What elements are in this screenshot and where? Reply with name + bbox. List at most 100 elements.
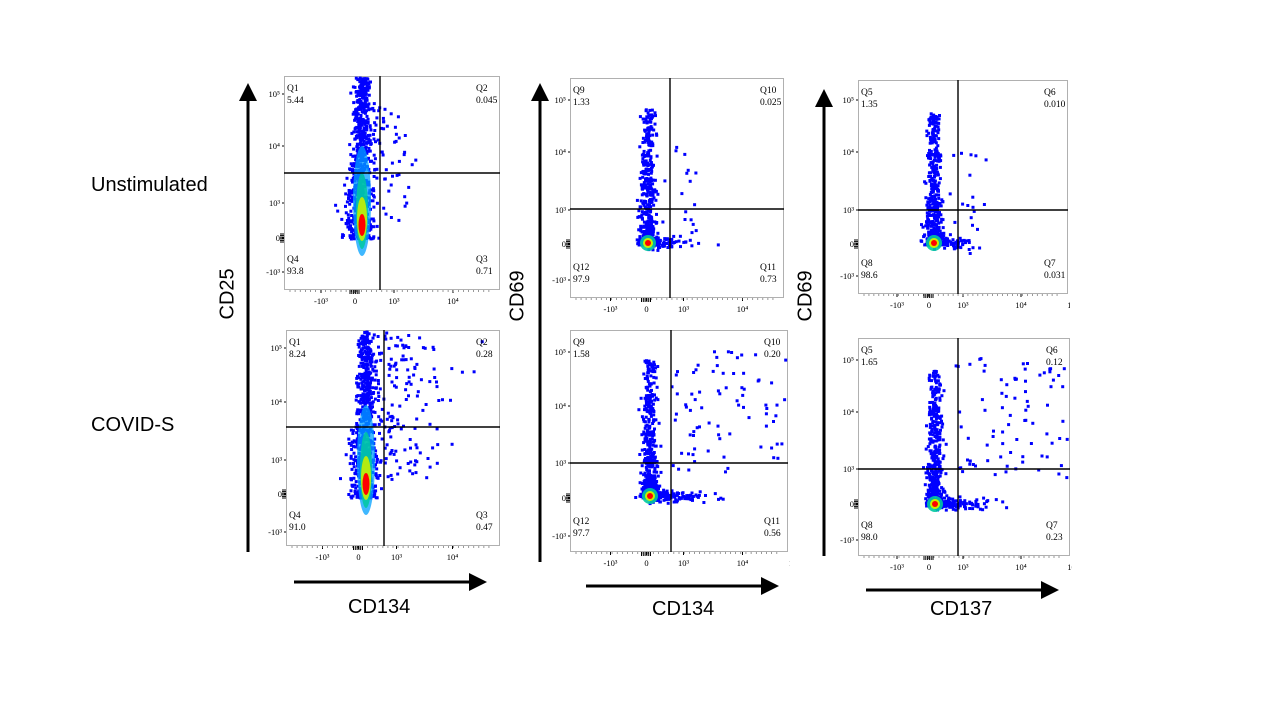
x-tick-label: 10⁵ bbox=[1067, 562, 1072, 572]
quadrant-percent: 98.6 bbox=[861, 271, 878, 281]
y-tick-label: -10³ bbox=[840, 535, 854, 545]
y-tick-label: -10³ bbox=[268, 527, 282, 537]
y-tick-label: -10³ bbox=[552, 275, 566, 285]
quadrant-name: Q9 bbox=[573, 86, 585, 96]
y-tick-label: 10⁵ bbox=[269, 89, 281, 99]
x-tick-label: 10³ bbox=[957, 562, 969, 572]
quadrant-percent: 0.56 bbox=[764, 529, 781, 539]
quadrant-name: Q5 bbox=[861, 88, 873, 98]
plot-frame bbox=[570, 330, 788, 552]
x-tick-label: 10⁴ bbox=[737, 304, 749, 314]
y-tick-label: 10³ bbox=[843, 464, 855, 474]
x-tick-label: 10⁴ bbox=[1015, 562, 1027, 572]
quadrant-percent: 1.33 bbox=[573, 98, 590, 108]
plot-frame bbox=[570, 78, 784, 298]
quadrant-name: Q9 bbox=[573, 338, 585, 348]
quadrant-percent: 0.71 bbox=[476, 267, 493, 277]
x-tick-label: 10³ bbox=[678, 304, 690, 314]
quadrant-name: Q1 bbox=[287, 84, 299, 94]
density-core bbox=[640, 235, 656, 251]
y-tick-label: -10³ bbox=[552, 531, 566, 541]
x-tick-label: 10³ bbox=[957, 300, 969, 310]
quadrant-percent: 0.23 bbox=[1046, 533, 1063, 543]
flow-plot-cd25-cd134-covid: Q1 8.24 Q2 0.28 Q3 0.47 Q4 91.0 -10³ 0 10³ 10⁴ 10⁵ -1… bbox=[268, 330, 500, 562]
flow-plot-cd69-cd134-unstimulated: Q9 1.33 Q10 0.025 Q11 0.73 Q12 97.9 -10³ 0 10³ 10⁴ 1… bbox=[552, 78, 784, 314]
quadrant-percent: 0.47 bbox=[476, 523, 493, 533]
y-tick-label: 0 bbox=[850, 499, 854, 509]
quadrant-name: Q1 bbox=[289, 338, 301, 348]
quadrant-percent: 5.44 bbox=[287, 96, 304, 106]
x-tick-label: -10³ bbox=[890, 300, 904, 310]
x-tick-label: 0 bbox=[644, 304, 648, 314]
y-tick-label: 10³ bbox=[271, 455, 283, 465]
x-tick-label: 0 bbox=[353, 296, 357, 306]
col2-x-title: CD134 bbox=[652, 598, 715, 620]
x-tick-label: 10⁴ bbox=[737, 558, 749, 568]
quadrant-name: Q2 bbox=[476, 84, 488, 94]
quadrant-percent: 0.20 bbox=[764, 350, 781, 360]
x-tick-label: 0 bbox=[927, 300, 931, 310]
plot-frame bbox=[858, 338, 1070, 556]
flow-plot-cd69-cd134-covid: Q9 1.58 Q10 0.20 Q11 0.56 Q12 97.7 -10³ 0 10³ 10⁴ 10… bbox=[552, 330, 790, 568]
y-tick-label: 0 bbox=[276, 233, 280, 243]
quadrant-percent: 91.0 bbox=[289, 523, 306, 533]
x-tick-label: 10⁵ bbox=[499, 296, 500, 306]
y-tick-label: 10⁴ bbox=[271, 397, 283, 407]
quadrant-percent: 1.65 bbox=[861, 358, 878, 368]
quadrant-percent: 0.010 bbox=[1044, 100, 1066, 110]
x-tick-label: 10⁵ bbox=[789, 558, 790, 568]
y-tick-label: -10³ bbox=[840, 271, 854, 281]
quadrant-percent: 0.28 bbox=[476, 350, 493, 360]
row-label-unstimulated: Unstimulated bbox=[91, 174, 208, 196]
quadrant-percent: 1.58 bbox=[573, 350, 590, 360]
quadrant-name: Q3 bbox=[476, 511, 488, 521]
y-tick-label: 10³ bbox=[555, 205, 567, 215]
density-core bbox=[927, 496, 943, 512]
y-tick-label: 10⁴ bbox=[843, 147, 855, 157]
x-tick-label: 10⁵ bbox=[1067, 300, 1070, 310]
quadrant-name: Q11 bbox=[764, 517, 780, 527]
quadrant-name: Q8 bbox=[861, 521, 873, 531]
x-tick-label: -10³ bbox=[890, 562, 904, 572]
plot-frame bbox=[284, 76, 500, 290]
y-tick-label: 10⁴ bbox=[269, 141, 281, 151]
quadrant-percent: 0.73 bbox=[760, 275, 777, 285]
quadrant-percent: 8.24 bbox=[289, 350, 306, 360]
quadrant-name: Q10 bbox=[760, 86, 777, 96]
col2-y-title: CD69 bbox=[506, 270, 529, 322]
quadrant-percent: 0.031 bbox=[1044, 271, 1066, 281]
quadrant-percent: 1.35 bbox=[861, 100, 878, 110]
y-tick-label: 0 bbox=[562, 239, 566, 249]
col3-y-title: CD69 bbox=[794, 270, 817, 322]
x-tick-label: -10³ bbox=[314, 296, 328, 306]
col3-x-title: CD137 bbox=[930, 598, 993, 620]
quadrant-name: Q4 bbox=[287, 255, 299, 265]
plot-frame bbox=[858, 80, 1068, 294]
y-tick-label: 10⁵ bbox=[843, 355, 855, 365]
y-tick-label: 10⁵ bbox=[555, 347, 567, 357]
quadrant-percent: 97.7 bbox=[573, 529, 590, 539]
y-tick-label: 0 bbox=[562, 493, 566, 503]
quadrant-percent: 0.12 bbox=[1046, 358, 1063, 368]
y-tick-label: 10³ bbox=[843, 205, 855, 215]
quadrant-name: Q4 bbox=[289, 511, 301, 521]
y-tick-label: 10⁵ bbox=[555, 95, 567, 105]
quadrant-name: Q2 bbox=[476, 338, 488, 348]
x-tick-label: -10³ bbox=[604, 558, 618, 568]
y-tick-label: 0 bbox=[278, 489, 282, 499]
x-tick-label: 10⁴ bbox=[1015, 300, 1027, 310]
quadrant-name: Q10 bbox=[764, 338, 781, 348]
density-core bbox=[642, 488, 658, 504]
quadrant-name: Q3 bbox=[476, 255, 488, 265]
flow-plot-cd25-cd134-unstimulated: Q1 5.44 Q2 0.045 Q3 0.71 Q4 93.8 -10³ 0 10³ 10⁴ 10⁵ -… bbox=[266, 76, 500, 306]
x-tick-label: 10³ bbox=[388, 296, 400, 306]
quadrant-name: Q8 bbox=[861, 259, 873, 269]
density-core bbox=[357, 405, 375, 515]
flow-plot-cd69-cd137-covid: Q5 1.65 Q6 0.12 Q7 0.23 Q8 98.0 -10³ 0 10³ 10⁴ 10⁵ -1… bbox=[840, 338, 1072, 572]
plot-frame bbox=[286, 330, 500, 546]
quadrant-percent: 97.9 bbox=[573, 275, 590, 285]
col1-x-title: CD134 bbox=[348, 596, 411, 618]
quadrant-name: Q7 bbox=[1046, 521, 1058, 531]
x-tick-label: 10⁴ bbox=[447, 552, 459, 562]
x-tick-label: 0 bbox=[356, 552, 360, 562]
